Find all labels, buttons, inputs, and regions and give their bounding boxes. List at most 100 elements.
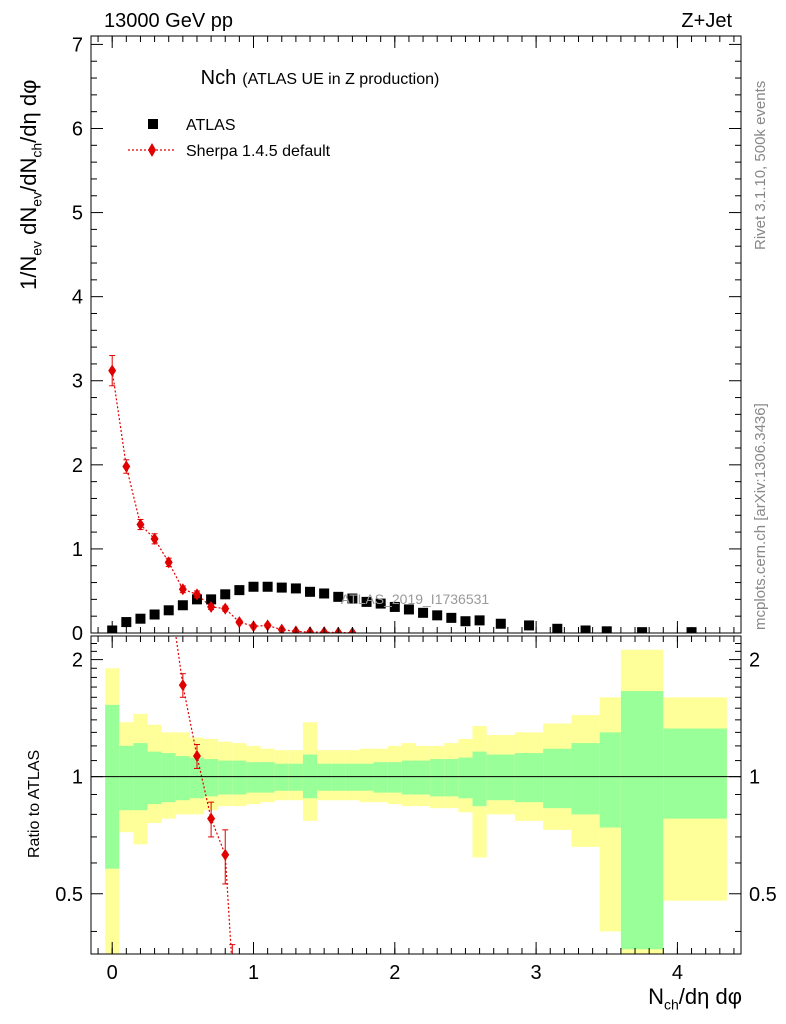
atlas-data-point <box>206 594 217 605</box>
main-ytick-label: 1 <box>72 539 83 561</box>
sherpa-ratio-line <box>175 636 232 954</box>
ratio-band-inner <box>331 763 346 791</box>
chart-title: Nch (ATLAS UE in Z production) <box>201 67 440 89</box>
ratio-band-inner <box>663 728 727 819</box>
sherpa-data-point <box>192 588 201 601</box>
atlas-data-point <box>319 588 330 599</box>
legend-atlas-marker <box>148 119 158 129</box>
ratio-band-inner <box>175 756 190 801</box>
atlas-data-point <box>163 605 174 616</box>
atlas-data-point <box>305 586 316 597</box>
atlas-data-point <box>446 612 457 623</box>
atlas-data-point <box>248 581 259 592</box>
sherpa-data-point <box>178 583 187 596</box>
ratio-band-inner <box>430 759 445 797</box>
sherpa-line <box>111 370 353 633</box>
main-plot-frame <box>90 35 742 634</box>
sherpa-data-point <box>164 556 173 569</box>
ratio-band-inner <box>472 751 487 807</box>
ratio-ytick-label: 0.5 <box>55 884 83 906</box>
atlas-data-point <box>262 581 273 592</box>
ratio-band-inner <box>105 704 120 869</box>
atlas-data-point <box>524 620 535 631</box>
ratio-band-inner <box>317 763 332 791</box>
ratio-ytick-label: 1 <box>72 767 83 789</box>
main-ytick-label: 2 <box>72 455 83 477</box>
atlas-data-point <box>135 613 146 624</box>
ratio-ytick-label: 2 <box>72 650 83 672</box>
ratio-ytick-label-right: 0.5 <box>749 884 777 906</box>
sherpa-ratio-point <box>192 750 201 763</box>
main-ytick-label: 7 <box>72 34 83 56</box>
ratio-band-inner <box>444 759 459 797</box>
process-label: Z+Jet <box>681 10 732 32</box>
main-ytick-label: 4 <box>72 287 83 309</box>
ratio-band-inner <box>189 757 205 799</box>
atlas-data-point <box>552 623 563 633</box>
legend-sherpa-label: Sherpa 1.4.5 default <box>186 143 331 160</box>
atlas-data-point <box>474 615 485 626</box>
ratio-band-inner <box>119 745 134 811</box>
ratio-band-inner <box>571 743 600 815</box>
atlas-data-point <box>637 627 648 633</box>
ratio-band-inner <box>345 763 360 791</box>
sherpa-data-point <box>221 602 230 615</box>
sherpa-ratio-point <box>221 848 230 861</box>
ratio-band-inner <box>274 763 289 791</box>
sherpa-data-point <box>263 619 272 632</box>
atlas-data-point <box>276 582 287 593</box>
sherpa-ratio-point <box>178 679 187 692</box>
atlas-data-point <box>290 583 301 594</box>
atlas-data-point <box>347 593 358 604</box>
energy-label: 13000 GeV pp <box>104 10 233 32</box>
atlas-data-point <box>495 618 506 629</box>
sherpa-data-point <box>150 532 159 545</box>
legend-sherpa-marker <box>148 143 156 157</box>
main-ytick-label: 5 <box>72 203 83 225</box>
ratio-band-inner <box>599 732 621 828</box>
ratio-band-inner <box>232 760 247 795</box>
x-axis-title: Nch/dη dφ <box>648 984 742 1013</box>
ratio-band-inner <box>359 763 374 791</box>
ratio-band-inner <box>514 753 544 803</box>
ratio-band-inner <box>147 751 162 805</box>
ratio-band-inner <box>204 759 219 797</box>
main-ytick-label: 6 <box>72 118 83 140</box>
atlas-data-point <box>333 591 344 602</box>
ratio-band-inner <box>373 762 388 793</box>
main-ytick-label: 3 <box>72 371 83 393</box>
atlas-data-point <box>432 610 443 621</box>
x-tick-label: 0 <box>107 962 118 984</box>
x-tick-label: 4 <box>672 962 683 984</box>
ratio-band-inner <box>260 762 275 793</box>
ratio-band-inner <box>401 760 416 795</box>
ratio-band-inner <box>620 691 664 950</box>
legend-atlas-label: ATLAS <box>186 117 236 134</box>
x-tick-label: 1 <box>248 962 259 984</box>
atlas-data-point <box>460 616 471 627</box>
legend: ATLAS Sherpa 1.4.5 default <box>128 117 331 160</box>
atlas-data-point <box>375 598 386 609</box>
atlas-data-point <box>177 600 188 611</box>
ratio-plot-frame <box>90 635 742 955</box>
ratio-band-inner <box>161 753 176 803</box>
ratio-band-inner <box>486 754 515 801</box>
ratio-band-inner <box>416 760 431 795</box>
ratio-band-inner <box>288 763 303 791</box>
atlas-data-point <box>418 607 429 618</box>
sherpa-ratio-point <box>228 963 236 975</box>
ratio-band-inner <box>387 762 402 793</box>
ratio-ytick-label-right: 2 <box>749 650 760 672</box>
atlas-data-point <box>220 589 231 600</box>
sherpa-data-point <box>207 600 216 613</box>
ratio-band-inner <box>458 757 473 799</box>
atlas-data-point <box>149 609 160 620</box>
atlas-data-point <box>234 585 245 596</box>
main-ytick-label: 0 <box>72 623 83 645</box>
ratio-band-inner <box>246 762 261 793</box>
atlas-data-point <box>403 604 414 615</box>
ratio-band-inner <box>218 760 233 795</box>
atlas-data-point <box>361 596 372 607</box>
sherpa-data-point <box>108 364 117 377</box>
